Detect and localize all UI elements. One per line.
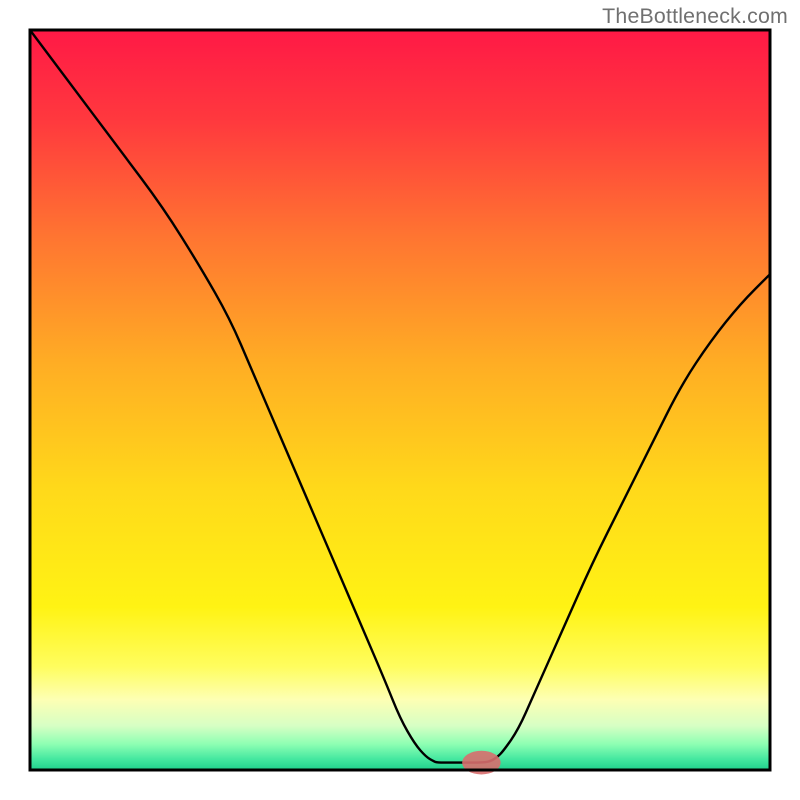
chart-container: TheBottleneck.com [0,0,800,800]
chart-background [30,30,770,770]
bottleneck-curve-chart [0,0,800,800]
watermark-label: TheBottleneck.com [602,4,788,29]
